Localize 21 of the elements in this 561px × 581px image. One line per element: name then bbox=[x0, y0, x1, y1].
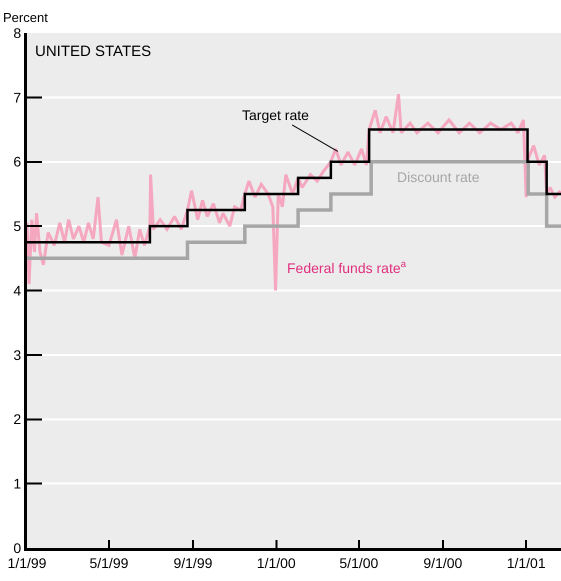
x-tick-label: 9/1/00 bbox=[423, 554, 463, 571]
y-tick-label: 1 bbox=[13, 476, 22, 492]
y-tick-label: 7 bbox=[13, 89, 22, 106]
y-tick-label: 4 bbox=[13, 282, 22, 298]
y-tick-label: 2 bbox=[13, 411, 22, 428]
series-label: Federal funds rate$^{a}$ bbox=[287, 259, 407, 276]
y-tick-label: 6 bbox=[13, 154, 22, 170]
y-tick-label: 3 bbox=[13, 346, 22, 363]
x-tick-label: 5/1/99 bbox=[89, 554, 129, 571]
y-tick-label: 8 bbox=[13, 24, 22, 41]
x-tick-label: 1/1/01 bbox=[506, 554, 546, 571]
x-tick-label: 1/1/99 bbox=[8, 554, 47, 571]
x-tick-label: 9/1/99 bbox=[173, 554, 213, 571]
y-tick-label: 5 bbox=[13, 218, 22, 234]
x-tick-label: 5/1/00 bbox=[339, 554, 379, 571]
text: Target rate bbox=[242, 107, 310, 123]
y-tick-label: 0 bbox=[13, 540, 22, 556]
series-label: Discount rate bbox=[397, 169, 480, 185]
text: UNITED STATES bbox=[35, 43, 152, 60]
y-axis-title: Percent bbox=[3, 10, 48, 25]
x-tick-label: 1/1/00 bbox=[256, 554, 296, 571]
